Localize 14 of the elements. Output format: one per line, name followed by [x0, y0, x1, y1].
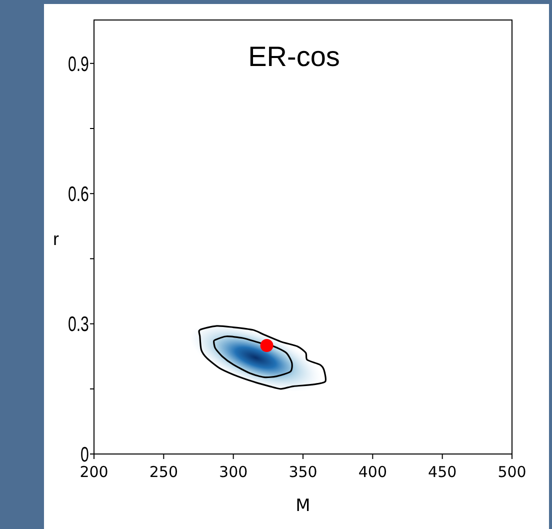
- x-tick-label: 450: [428, 463, 457, 481]
- y-tick-label: 0.9: [68, 51, 89, 76]
- x-tick-label: 500: [498, 463, 526, 481]
- y-axis-title: r: [53, 229, 59, 249]
- y-tick-label: 0.3: [68, 312, 89, 336]
- y-tick-label: 0.6: [68, 181, 89, 206]
- x-axis-title: M: [296, 496, 310, 516]
- x-tick-label: 400: [358, 463, 387, 481]
- x-tick-label: 300: [219, 463, 248, 481]
- y-tick-label: 0: [80, 442, 89, 466]
- x-tick-label: 250: [149, 463, 178, 481]
- text: ER-cos: [248, 41, 340, 72]
- x-tick-label: 350: [288, 463, 318, 481]
- x-tick-label: 200: [80, 463, 108, 481]
